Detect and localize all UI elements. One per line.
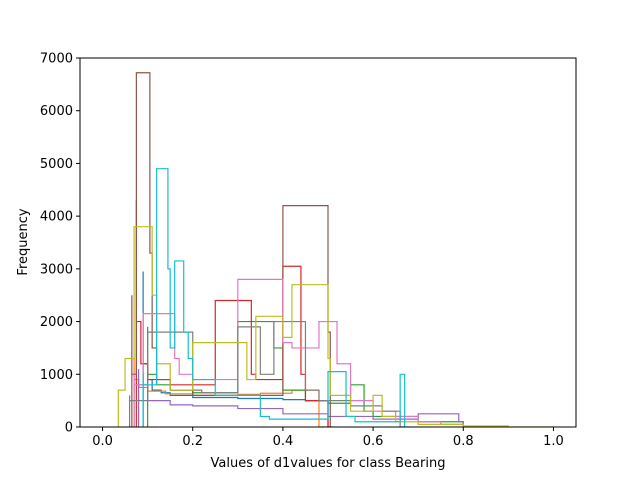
y-tick-label: 0 (65, 421, 73, 436)
y-axis-label: Frequency (16, 208, 31, 275)
y-axis-ticks: 0 1000 2000 3000 4000 5000 6000 7000 (40, 52, 80, 436)
x-tick-label: 0.0 (92, 434, 113, 449)
plot-frame (79, 57, 577, 428)
series-line-8 (129, 320, 405, 427)
x-tick-label: 0.6 (363, 434, 384, 449)
series-line-3 (147, 320, 466, 427)
x-tick-label: 0.8 (453, 434, 474, 449)
y-tick-label: 2000 (40, 315, 73, 330)
y-tick-label: 7000 (40, 52, 73, 67)
series-layer (117, 72, 554, 427)
y-tick-label: 6000 (40, 104, 73, 119)
y-tick-label: 3000 (40, 262, 73, 277)
x-axis-ticks: 0.0 0.2 0.4 0.6 0.8 1.0 (92, 427, 564, 449)
x-tick-label: 0.4 (273, 434, 294, 449)
x-axis-label: Values of d1values for class Bearing (211, 456, 446, 471)
y-tick-label: 1000 (40, 368, 73, 383)
y-tick-label: 5000 (40, 157, 73, 172)
y-tick-label: 4000 (40, 210, 73, 225)
x-tick-label: 0.2 (182, 434, 203, 449)
series-line-10 (142, 168, 410, 427)
x-tick-label: 1.0 (543, 434, 564, 449)
